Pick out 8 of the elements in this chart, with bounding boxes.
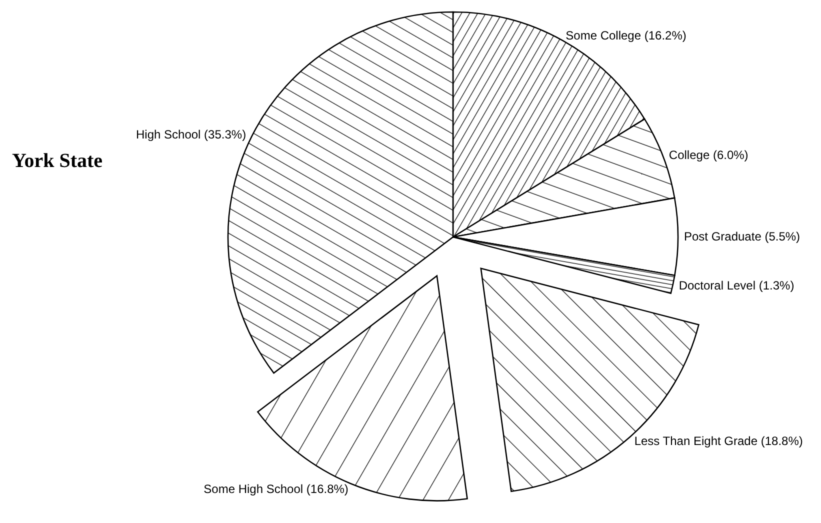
slice-label: Post Graduate (5.5%) (684, 230, 800, 244)
slice-label: Some High School (16.8%) (204, 482, 348, 496)
slice-label: Doctoral Level (1.3%) (678, 278, 794, 293)
slice-label: College (6.0%) (668, 148, 748, 162)
text: York State (12, 150, 103, 173)
slice-label: High School (35.3%) (136, 127, 246, 142)
slice-label: Some College (16.2%) (566, 28, 686, 42)
slice-label: Less Than Eight Grade (18.8%) (634, 434, 803, 448)
